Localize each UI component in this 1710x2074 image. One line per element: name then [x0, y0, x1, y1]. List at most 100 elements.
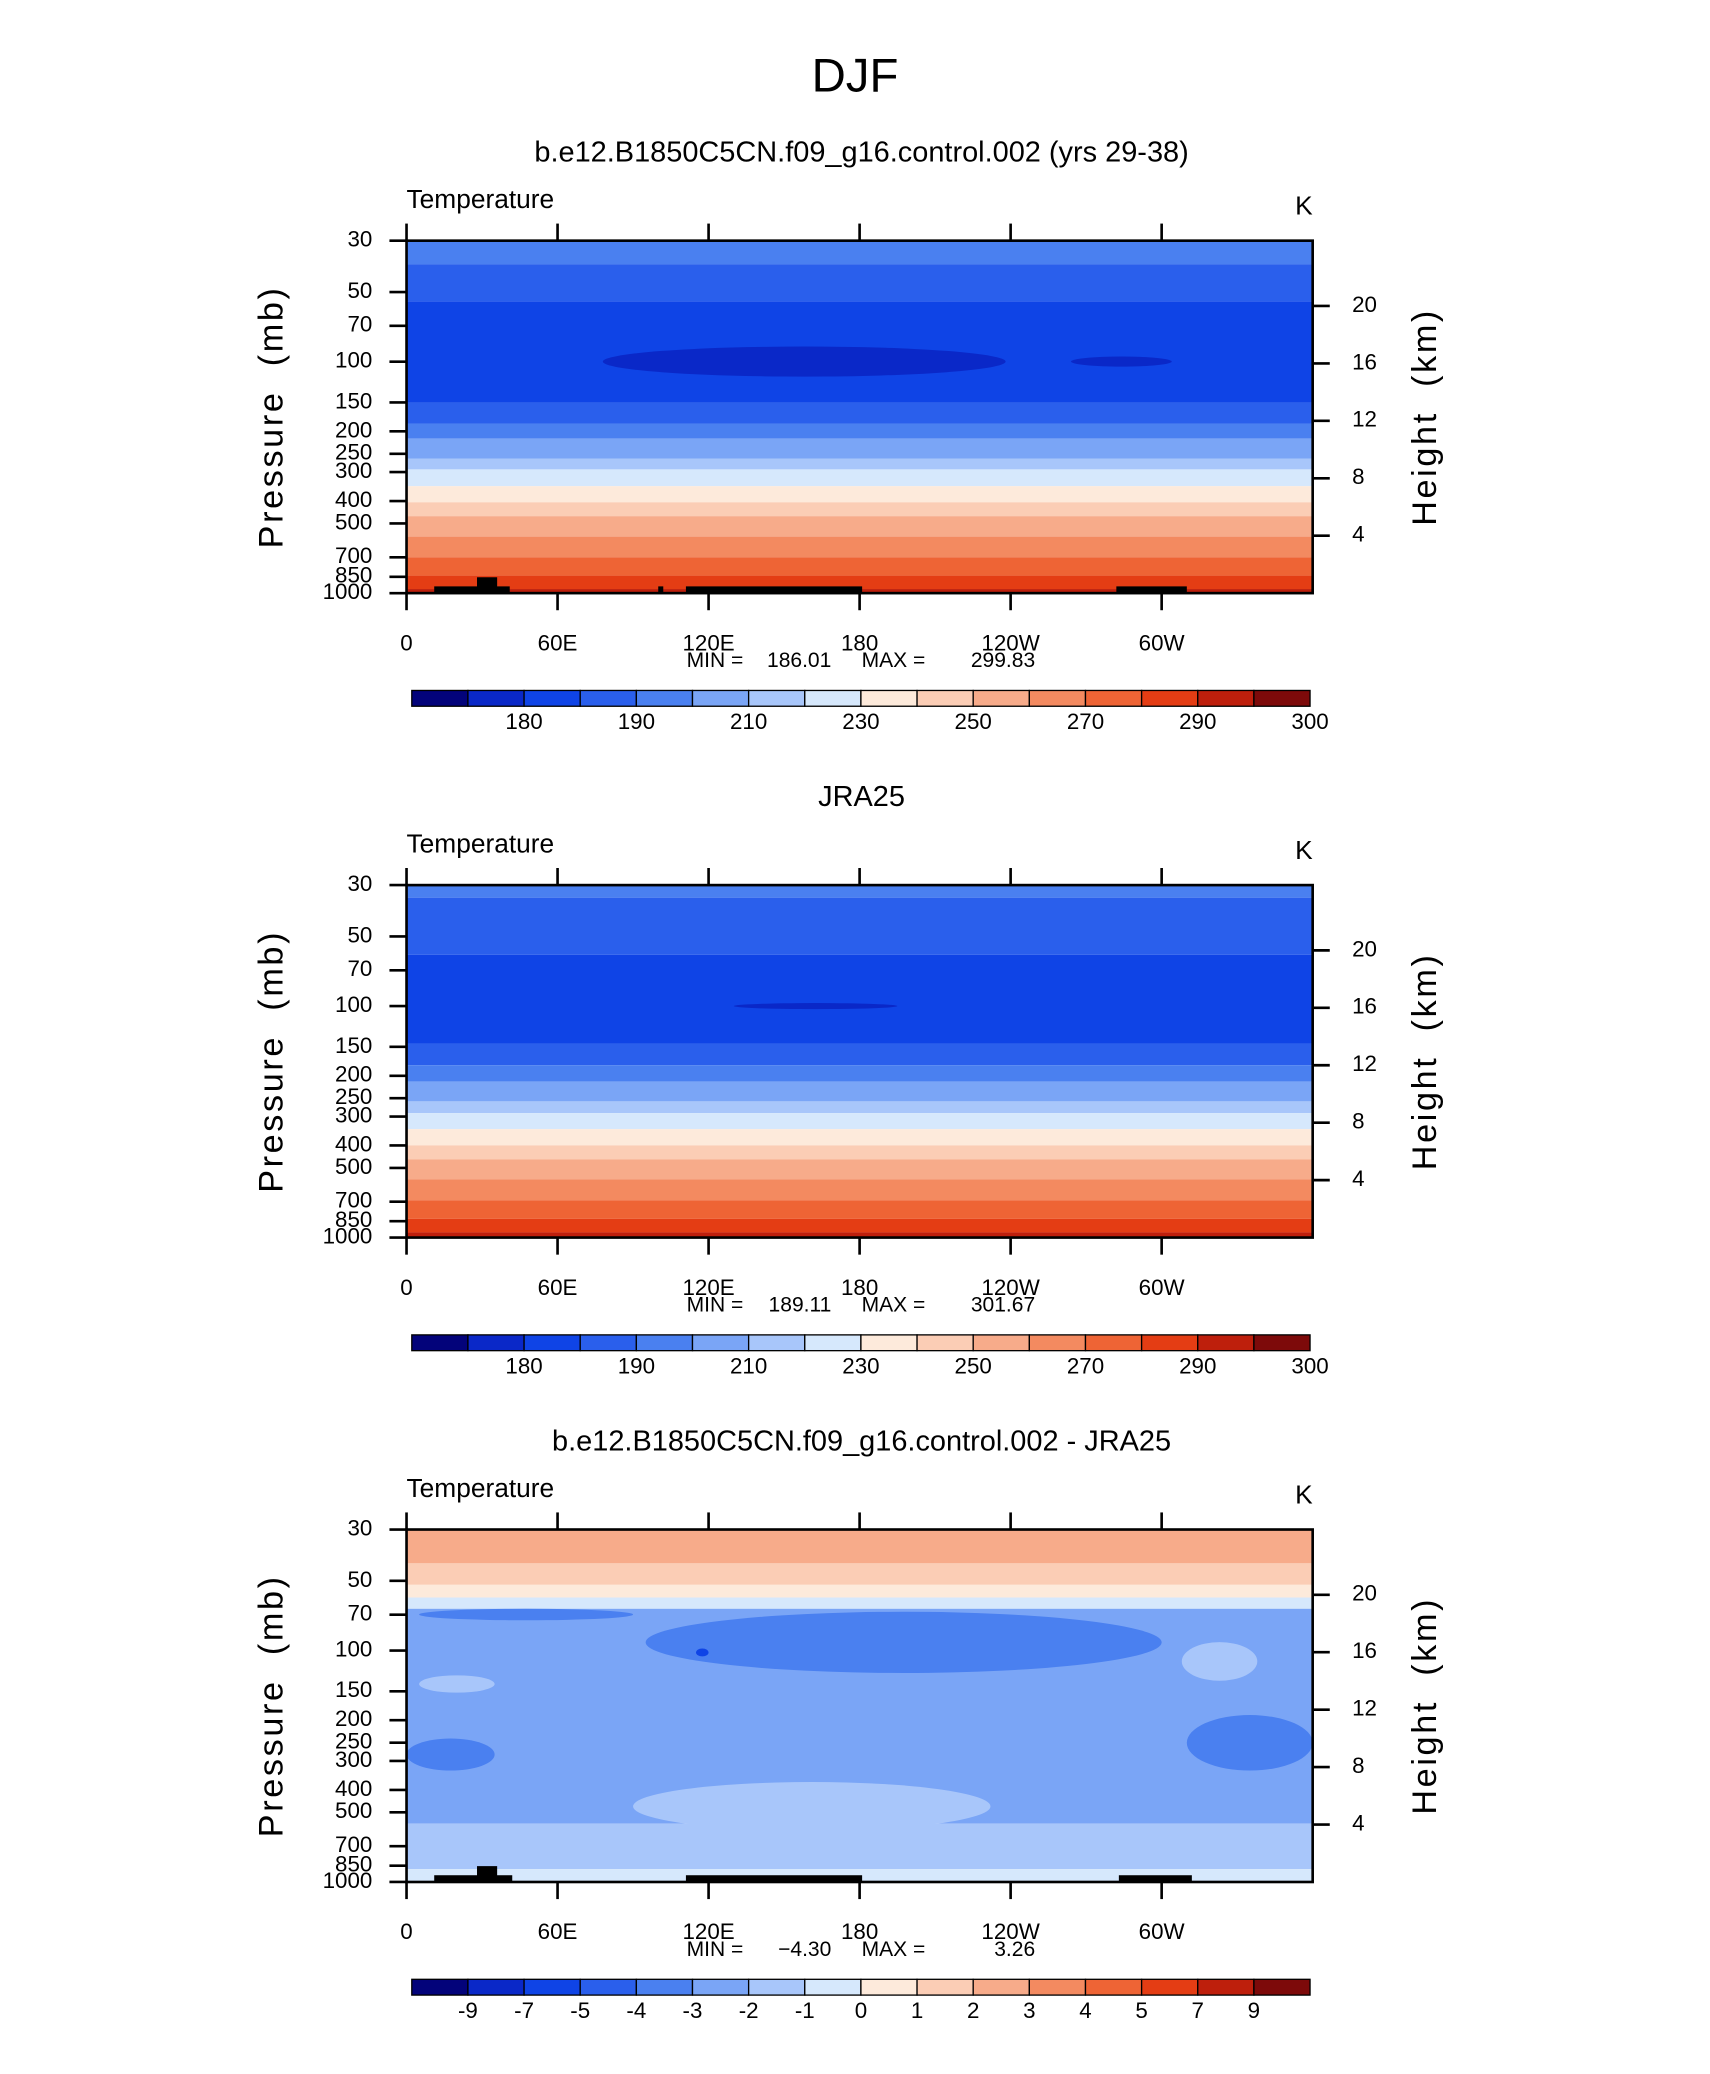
colorbar-label: -1	[795, 1998, 815, 2023]
colorbar-box	[1197, 689, 1255, 707]
colorbar-box	[635, 1334, 694, 1352]
colorbar-label: 0	[855, 1998, 867, 2023]
y-tick-label: 70	[347, 956, 372, 981]
y2-tick-label: 8	[1352, 1109, 1364, 1134]
colorbar-label: -7	[514, 1998, 534, 2023]
contour-band	[406, 458, 1313, 470]
contour-band	[406, 1043, 1313, 1066]
colorbar-box	[804, 1334, 862, 1352]
y-tick-label: 200	[335, 1706, 372, 1731]
y-axis-title: Pressure (mb)	[253, 1574, 291, 1837]
x-tick-label: 60W	[1139, 1919, 1186, 1944]
land-mask	[477, 1866, 498, 1882]
land-mask	[685, 586, 863, 594]
y2-tick-label: 8	[1352, 464, 1364, 489]
y2-tick-label: 8	[1352, 1753, 1364, 1778]
max-label: MAX =	[862, 1938, 926, 1961]
colorbar-box	[804, 1978, 862, 1996]
colorbar-box	[860, 689, 918, 707]
colorbar-label: 190	[618, 1354, 655, 1379]
y2-tick-label: 16	[1352, 1638, 1377, 1663]
y-tick-label: 500	[335, 1154, 372, 1179]
right-label: K	[1295, 191, 1313, 221]
colorbar-box	[860, 1978, 918, 1996]
y-tick-label: 850	[335, 563, 372, 588]
land-mask	[1116, 586, 1187, 594]
y-tick-label: 700	[335, 1832, 372, 1857]
colorbar-box	[747, 689, 806, 707]
y2-axis-title: Height (km)	[1406, 1597, 1444, 1815]
x-tick-label: 120E	[682, 630, 734, 655]
colorbar-label: -9	[458, 1998, 478, 2023]
contour-band	[406, 1113, 1313, 1130]
colorbar-box	[523, 689, 581, 707]
colorbar-label: 190	[618, 709, 655, 734]
x-tick-label: 120E	[682, 1919, 734, 1944]
colorbar-box	[523, 1334, 581, 1352]
colorbar-box	[411, 1334, 469, 1352]
colorbar-box	[523, 1978, 581, 1996]
colorbar-box	[916, 1978, 974, 1996]
colorbar-label: 5	[1135, 1998, 1147, 2023]
x-tick-label: 0	[400, 1919, 412, 1944]
left-label: Temperature	[407, 1473, 555, 1503]
y-tick-label: 200	[335, 1062, 372, 1087]
y-tick-label: 150	[335, 1033, 372, 1058]
colorbar-box	[1140, 1978, 1199, 1996]
colorbar-box	[804, 689, 862, 707]
colorbar-box	[972, 1334, 1030, 1352]
y-tick-label: 300	[335, 1102, 372, 1127]
contour-region	[1181, 1642, 1258, 1681]
contour-band	[406, 486, 1313, 503]
colorbar-box	[1197, 1334, 1255, 1352]
colorbar-label: 1	[911, 1998, 923, 2023]
contour-band	[406, 1129, 1313, 1146]
contour-band	[406, 1179, 1313, 1201]
contour-region	[733, 1003, 898, 1010]
max-label: MAX =	[862, 649, 926, 672]
x-tick-label: 60E	[538, 1919, 578, 1944]
contour-band	[406, 1597, 1313, 1609]
contour-band	[406, 264, 1313, 302]
contour-band	[406, 1101, 1313, 1114]
colorbar-box	[1028, 1978, 1087, 1996]
y-tick-label: 700	[335, 1188, 372, 1213]
y-tick-label: 1000	[323, 1223, 373, 1248]
right-label: K	[1295, 1480, 1313, 1510]
y2-tick-label: 16	[1352, 349, 1377, 374]
y-tick-label: 400	[335, 1776, 372, 1801]
y-tick-label: 30	[347, 1515, 372, 1540]
colorbar-box	[747, 1978, 806, 1996]
x-tick-label: 180	[841, 1919, 878, 1944]
panel-title: b.e12.B1850C5CN.f09_g16.control.002 (yrs…	[534, 137, 1188, 169]
colorbar-label: 180	[505, 1354, 542, 1379]
colorbar-label: 230	[842, 709, 879, 734]
contour-band	[406, 1065, 1313, 1082]
min-value: −4.30	[778, 1938, 831, 1961]
x-tick-label: 60W	[1139, 1275, 1186, 1300]
y2-tick-label: 12	[1352, 1696, 1377, 1721]
y-tick-label: 70	[347, 1601, 372, 1626]
x-tick-label: 120W	[981, 630, 1040, 655]
colorbar-box	[1084, 689, 1143, 707]
colorbar-box	[411, 689, 469, 707]
contour-band	[406, 954, 1313, 1044]
contour-band	[406, 1159, 1313, 1180]
colorbar-label: 300	[1291, 709, 1328, 734]
colorbar-label: 290	[1179, 709, 1216, 734]
contour-band	[406, 536, 1313, 558]
colorbar-box	[1028, 1334, 1087, 1352]
y-tick-label: 50	[347, 278, 372, 303]
x-tick-label: 180	[841, 630, 878, 655]
plot-area	[406, 1529, 1313, 1882]
colorbar-label: 2	[967, 1998, 979, 2023]
x-tick-label: 0	[400, 1275, 412, 1300]
land-mask	[434, 586, 510, 594]
left-label: Temperature	[407, 829, 555, 859]
contour-region	[695, 1648, 709, 1657]
land-mask	[685, 1875, 863, 1882]
y-tick-label: 500	[335, 1798, 372, 1823]
contour-band	[406, 402, 1313, 424]
contour-band	[406, 502, 1313, 517]
colorbar-box	[411, 1978, 469, 1996]
